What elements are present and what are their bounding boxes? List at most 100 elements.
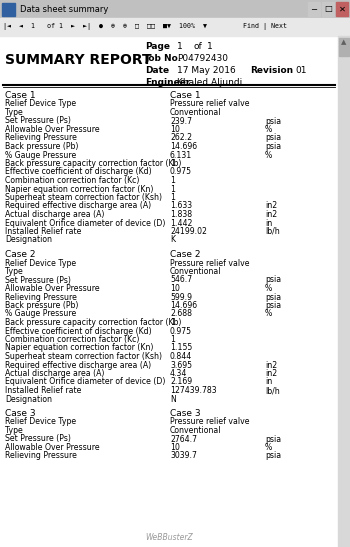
Text: Case 3: Case 3: [5, 409, 36, 418]
Text: Relieving Pressure: Relieving Pressure: [5, 293, 77, 301]
Text: 1.442: 1.442: [170, 218, 192, 228]
Text: 1.633: 1.633: [170, 201, 192, 211]
Text: 14.696: 14.696: [170, 301, 197, 310]
Text: 1.155: 1.155: [170, 344, 192, 352]
Text: Napier equation correction factor (Kn): Napier equation correction factor (Kn): [5, 344, 153, 352]
Text: 14.696: 14.696: [170, 142, 197, 151]
Text: Khaled Aljundi: Khaled Aljundi: [177, 78, 242, 87]
Text: in2: in2: [265, 369, 277, 378]
Text: Actual discharge area (A): Actual discharge area (A): [5, 369, 104, 378]
Text: in2: in2: [265, 360, 277, 370]
Text: Back pressure (Pb): Back pressure (Pb): [5, 142, 78, 151]
Text: Installed Relief rate: Installed Relief rate: [5, 227, 81, 236]
Text: 01: 01: [295, 66, 307, 75]
Text: Revision: Revision: [250, 66, 293, 75]
Text: 0.844: 0.844: [170, 352, 192, 361]
Text: 1: 1: [170, 318, 175, 327]
Text: %: %: [265, 284, 272, 293]
Text: 2.688: 2.688: [170, 310, 192, 318]
Text: Combination correction factor (Kc): Combination correction factor (Kc): [5, 176, 139, 185]
Text: N: N: [170, 394, 176, 404]
Text: Designation: Designation: [5, 236, 52, 245]
Text: Back pressure (Pb): Back pressure (Pb): [5, 301, 78, 310]
Text: Job No.: Job No.: [145, 54, 181, 63]
Text: Set Pressure (Ps): Set Pressure (Ps): [5, 117, 71, 125]
Text: Data sheet summary: Data sheet summary: [20, 4, 108, 14]
Text: □: □: [324, 4, 332, 14]
Text: Page: Page: [145, 42, 170, 51]
Text: lb/h: lb/h: [265, 386, 280, 395]
Text: Allowable Over Pressure: Allowable Over Pressure: [5, 125, 100, 134]
Text: ─: ─: [312, 4, 316, 14]
Text: 262.2: 262.2: [170, 133, 192, 143]
Text: Designation: Designation: [5, 394, 52, 404]
Text: in2: in2: [265, 210, 277, 219]
Text: 239.7: 239.7: [170, 117, 192, 125]
Text: Conventional: Conventional: [170, 108, 222, 117]
Text: in: in: [265, 218, 272, 228]
Text: Effective coefficient of discharge (Kd): Effective coefficient of discharge (Kd): [5, 167, 152, 177]
Text: in: in: [265, 377, 272, 387]
Text: ✕: ✕: [338, 4, 345, 14]
Text: Case 3: Case 3: [170, 409, 201, 418]
Text: Type: Type: [5, 267, 23, 276]
Text: 0.975: 0.975: [170, 167, 192, 177]
Text: Napier equation correction factor (Kn): Napier equation correction factor (Kn): [5, 184, 153, 194]
Text: lb/h: lb/h: [265, 227, 280, 236]
Text: 1: 1: [170, 193, 175, 202]
Text: 10: 10: [170, 284, 180, 293]
Text: of: of: [193, 42, 202, 51]
Text: Allowable Over Pressure: Allowable Over Pressure: [5, 443, 100, 452]
Text: 1.838: 1.838: [170, 210, 192, 219]
Text: 1: 1: [170, 176, 175, 185]
Text: 3039.7: 3039.7: [170, 451, 197, 461]
Text: 0.975: 0.975: [170, 327, 192, 335]
Text: Relieving Pressure: Relieving Pressure: [5, 133, 77, 143]
Text: %: %: [265, 310, 272, 318]
Text: Pressure relief valve: Pressure relief valve: [170, 100, 250, 108]
Bar: [0, 0, 350, 18]
Text: 17 May 2016: 17 May 2016: [177, 66, 236, 75]
Text: 127439.783: 127439.783: [170, 386, 217, 395]
Text: P04792430: P04792430: [177, 54, 228, 63]
Text: ▲: ▲: [341, 39, 347, 45]
Text: Effective coefficient of discharge (Kd): Effective coefficient of discharge (Kd): [5, 327, 152, 335]
Text: Superheat steam correction factor (Ksh): Superheat steam correction factor (Ksh): [5, 193, 162, 202]
Text: %: %: [265, 150, 272, 160]
Text: psia: psia: [265, 301, 281, 310]
Bar: [338, 36, 350, 547]
Text: psia: psia: [265, 133, 281, 143]
Text: Combination correction factor (Kc): Combination correction factor (Kc): [5, 335, 139, 344]
Text: Relief Device Type: Relief Device Type: [5, 417, 76, 427]
Text: Back pressure capacity correction factor (Kb): Back pressure capacity correction factor…: [5, 318, 181, 327]
Text: % Gauge Pressure: % Gauge Pressure: [5, 150, 76, 160]
Text: Relief Device Type: Relief Device Type: [5, 100, 76, 108]
Text: Actual discharge area (A): Actual discharge area (A): [5, 210, 104, 219]
Bar: [336, 2, 348, 16]
Text: in2: in2: [265, 201, 277, 211]
Text: 3.695: 3.695: [170, 360, 192, 370]
Text: K: K: [170, 236, 175, 245]
Text: psia: psia: [265, 142, 281, 151]
Text: |◄  ◄  1   of 1  ►  ►|  ●  ⊕  ⊕  □  □□  ■▼  100%  ▼         Find | Next: |◄ ◄ 1 of 1 ► ►| ● ⊕ ⊕ □ □□ ■▼ 100% ▼ Fi…: [3, 24, 287, 31]
Text: Pressure relief valve: Pressure relief valve: [170, 417, 250, 427]
Text: Case 1: Case 1: [5, 91, 36, 100]
Text: psia: psia: [265, 293, 281, 301]
Text: Relieving Pressure: Relieving Pressure: [5, 451, 77, 461]
Text: SUMMARY REPORT: SUMMARY REPORT: [5, 53, 152, 67]
Text: Required effective discharge area (A): Required effective discharge area (A): [5, 201, 151, 211]
Bar: [2, 3, 15, 16]
Bar: [339, 38, 349, 56]
Text: Case 1: Case 1: [170, 91, 201, 100]
Text: Superheat steam correction factor (Ksh): Superheat steam correction factor (Ksh): [5, 352, 162, 361]
Text: Installed Relief rate: Installed Relief rate: [5, 386, 81, 395]
Text: Conventional: Conventional: [170, 426, 222, 435]
Text: Engineer: Engineer: [145, 78, 190, 87]
Text: %: %: [265, 125, 272, 134]
Text: psia: psia: [265, 276, 281, 284]
Text: %: %: [265, 443, 272, 452]
Text: 24199.02: 24199.02: [170, 227, 207, 236]
Text: Conventional: Conventional: [170, 267, 222, 276]
Text: 6.131: 6.131: [170, 150, 192, 160]
Text: % Gauge Pressure: % Gauge Pressure: [5, 310, 76, 318]
